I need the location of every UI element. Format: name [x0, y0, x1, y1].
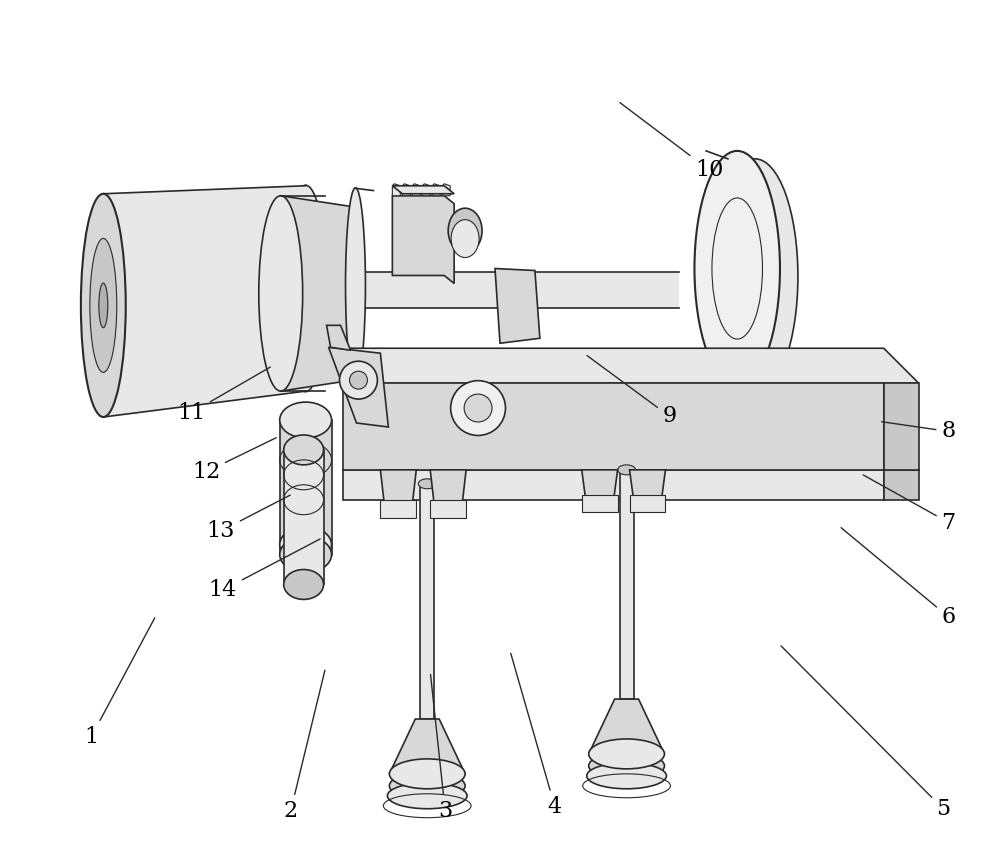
- Polygon shape: [389, 719, 465, 774]
- Polygon shape: [281, 195, 357, 391]
- Polygon shape: [430, 470, 466, 505]
- Text: 9: 9: [587, 355, 677, 427]
- Ellipse shape: [587, 763, 666, 788]
- Ellipse shape: [694, 151, 780, 386]
- Polygon shape: [402, 184, 410, 195]
- Ellipse shape: [387, 783, 467, 809]
- Polygon shape: [327, 326, 350, 350]
- Polygon shape: [380, 500, 416, 518]
- Polygon shape: [380, 470, 416, 505]
- Polygon shape: [884, 470, 919, 500]
- Polygon shape: [430, 500, 466, 518]
- Text: 3: 3: [431, 674, 452, 821]
- Polygon shape: [582, 470, 618, 500]
- Polygon shape: [630, 470, 665, 500]
- Polygon shape: [343, 349, 919, 383]
- Polygon shape: [280, 420, 332, 555]
- Text: 8: 8: [882, 420, 956, 442]
- Ellipse shape: [346, 188, 365, 383]
- Ellipse shape: [589, 752, 664, 780]
- Text: 11: 11: [177, 367, 270, 424]
- Text: 6: 6: [841, 528, 956, 628]
- Text: 10: 10: [620, 102, 723, 181]
- Ellipse shape: [340, 361, 377, 399]
- Polygon shape: [392, 186, 454, 194]
- Text: 1: 1: [84, 618, 155, 748]
- Polygon shape: [329, 347, 388, 427]
- Polygon shape: [495, 268, 540, 343]
- Polygon shape: [355, 272, 679, 309]
- Ellipse shape: [712, 159, 798, 394]
- Polygon shape: [432, 184, 440, 195]
- Ellipse shape: [280, 536, 332, 573]
- Text: 5: 5: [781, 645, 951, 820]
- Ellipse shape: [349, 371, 367, 389]
- Polygon shape: [620, 470, 634, 699]
- Text: 4: 4: [511, 653, 562, 818]
- Ellipse shape: [259, 195, 303, 391]
- Text: 2: 2: [284, 670, 325, 821]
- Ellipse shape: [451, 220, 479, 257]
- Ellipse shape: [464, 394, 492, 422]
- Text: 13: 13: [207, 495, 290, 542]
- Text: 12: 12: [192, 437, 276, 483]
- Ellipse shape: [280, 402, 332, 438]
- Polygon shape: [343, 470, 884, 500]
- Polygon shape: [412, 184, 420, 195]
- Ellipse shape: [284, 569, 324, 600]
- Ellipse shape: [618, 464, 636, 475]
- Text: 14: 14: [209, 539, 320, 601]
- Ellipse shape: [99, 283, 108, 327]
- Polygon shape: [103, 186, 306, 417]
- Ellipse shape: [90, 239, 117, 372]
- Ellipse shape: [285, 185, 327, 392]
- Ellipse shape: [389, 759, 465, 788]
- Ellipse shape: [451, 381, 505, 436]
- Ellipse shape: [418, 479, 436, 489]
- Polygon shape: [884, 383, 919, 470]
- Polygon shape: [422, 184, 430, 195]
- Ellipse shape: [81, 194, 126, 417]
- Polygon shape: [630, 495, 665, 512]
- Polygon shape: [392, 184, 400, 195]
- Polygon shape: [343, 383, 884, 470]
- Polygon shape: [582, 495, 618, 512]
- Ellipse shape: [280, 527, 332, 563]
- Polygon shape: [589, 699, 664, 754]
- Ellipse shape: [589, 739, 664, 769]
- Polygon shape: [392, 195, 454, 283]
- Polygon shape: [420, 484, 434, 719]
- Text: 7: 7: [863, 475, 956, 534]
- Ellipse shape: [389, 772, 465, 799]
- Polygon shape: [284, 450, 324, 585]
- Ellipse shape: [284, 435, 324, 464]
- Ellipse shape: [448, 208, 482, 253]
- Polygon shape: [442, 184, 450, 195]
